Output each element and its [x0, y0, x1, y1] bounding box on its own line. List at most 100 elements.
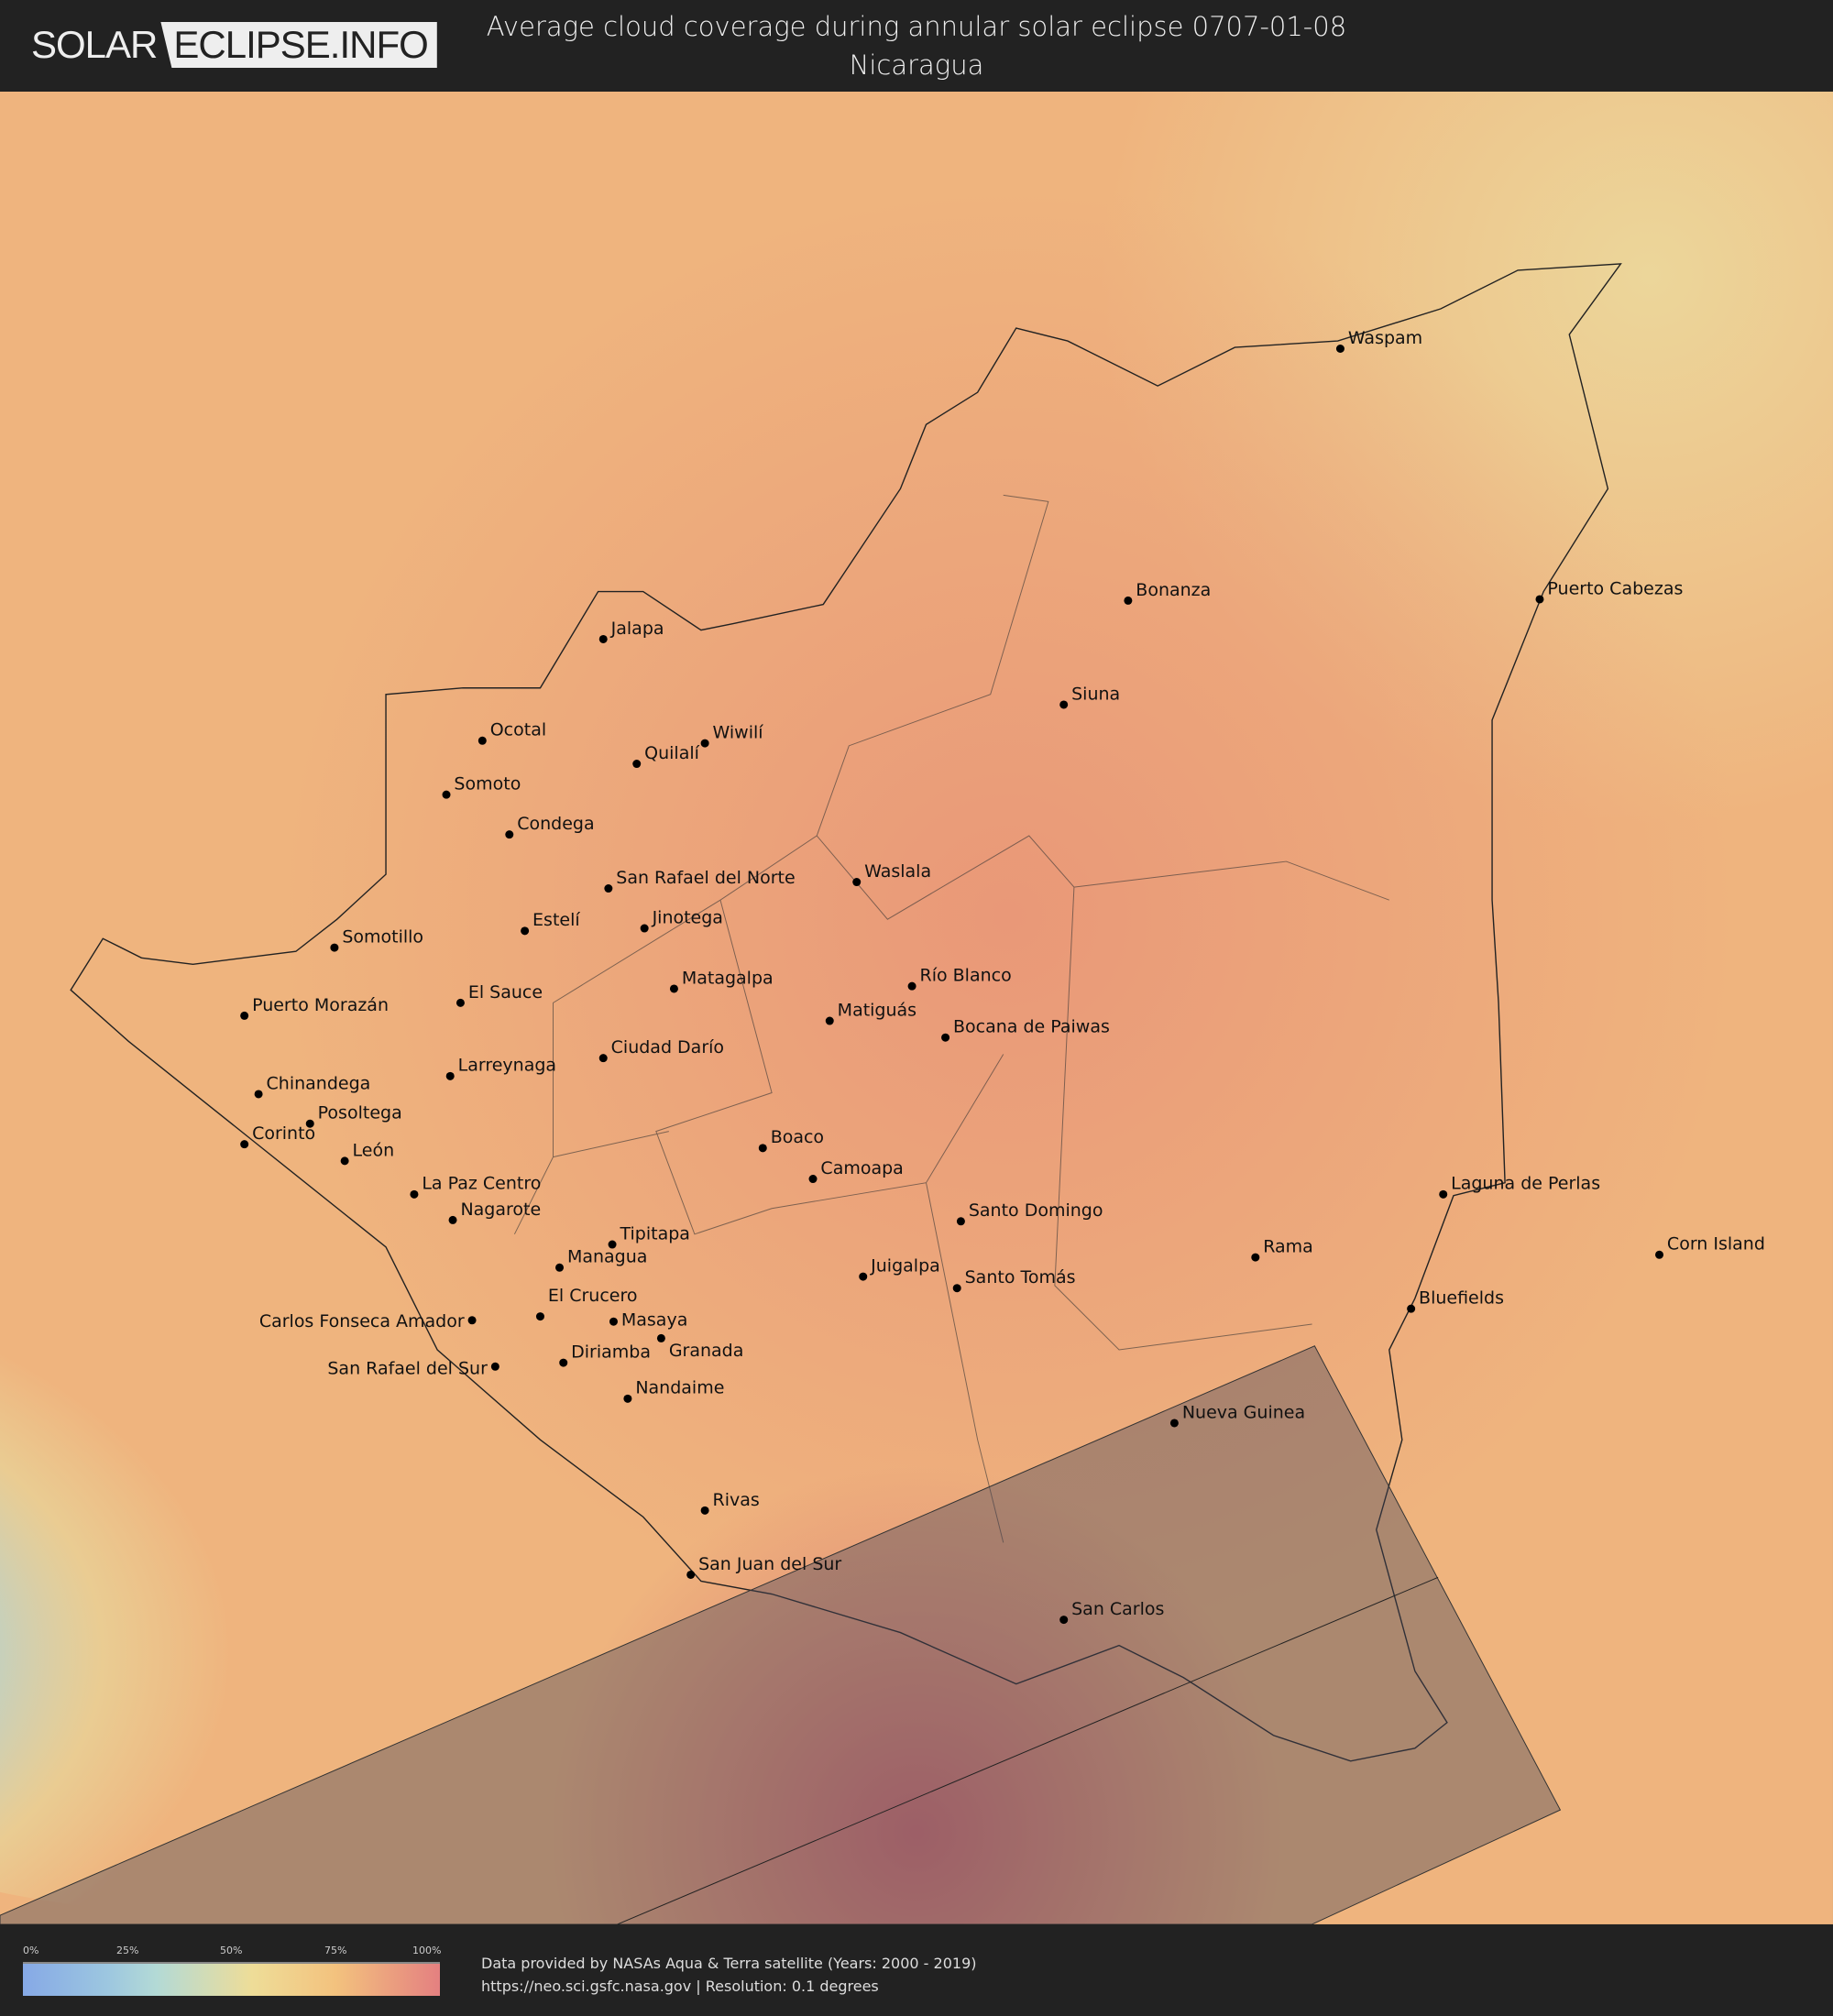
city-marker[interactable]: Masaya: [609, 1309, 687, 1330]
city-marker[interactable]: Jalapa: [598, 619, 664, 643]
city-marker[interactable]: Ocotal: [477, 720, 546, 745]
city-marker[interactable]: Condega: [505, 814, 595, 839]
city-label: Rama: [1263, 1236, 1313, 1256]
city-marker[interactable]: Camoapa: [808, 1158, 904, 1184]
color-scale-bar: [23, 1962, 440, 1996]
city-marker[interactable]: Chinandega: [254, 1073, 371, 1099]
city-dot: [1059, 1616, 1069, 1625]
city-label: Matagalpa: [682, 968, 774, 988]
city-marker[interactable]: Puerto Cabezas: [1535, 578, 1683, 604]
city-marker[interactable]: Larreynaga: [445, 1056, 556, 1080]
city-marker[interactable]: Siuna: [1059, 684, 1120, 709]
city-label: Bonanza: [1136, 580, 1211, 600]
city-dot: [330, 943, 339, 952]
city-marker[interactable]: Corinto: [240, 1123, 315, 1149]
site-logo[interactable]: SOLAR ECLIPSE.INFO: [31, 22, 437, 68]
city-marker[interactable]: Ciudad Darío: [598, 1037, 724, 1063]
city-marker[interactable]: Jinotega: [640, 907, 723, 933]
city-dot: [305, 1119, 314, 1128]
city-marker[interactable]: Managua: [555, 1247, 647, 1272]
data-source: Data provided by NASAs Aqua & Terra sate…: [481, 1952, 977, 1998]
city-marker[interactable]: San Rafael del Sur: [327, 1359, 499, 1379]
city-dot: [1169, 1419, 1179, 1428]
cloud-coverage-map: Waspam Bonanza Puerto Cabezas Jalapa Siuna Oc…: [0, 92, 1833, 1924]
city-label: Santo Tomás: [965, 1267, 1076, 1287]
city-label: Río Blanco: [920, 966, 1012, 986]
city-marker[interactable]: El Sauce: [456, 982, 543, 1007]
city-marker[interactable]: Nagarote: [448, 1200, 542, 1224]
page-title: Average cloud coverage during annular so…: [367, 7, 1466, 84]
city-label: San Carlos: [1071, 1599, 1164, 1619]
city-dot: [559, 1358, 568, 1367]
city-marker[interactable]: Waslala: [852, 861, 931, 887]
city-dot: [656, 1333, 665, 1342]
city-label: Jalapa: [610, 619, 664, 639]
city-label: San Rafael del Norte: [616, 868, 795, 888]
city-dot: [952, 1284, 961, 1293]
city-dot: [608, 1240, 617, 1249]
city-label: Boaco: [771, 1127, 824, 1147]
city-label: El Crucero: [548, 1286, 638, 1306]
city-marker[interactable]: Río Blanco: [907, 966, 1012, 991]
city-marker[interactable]: Nandaime: [623, 1378, 724, 1403]
city-marker[interactable]: Puerto Morazán: [240, 995, 389, 1020]
city-marker[interactable]: Granada: [656, 1333, 743, 1361]
city-label: Waspam: [1348, 328, 1422, 348]
city-marker[interactable]: La Paz Centro: [410, 1174, 541, 1199]
city-dot: [1059, 700, 1069, 709]
city-marker[interactable]: Matiguás: [825, 1000, 916, 1025]
city-marker[interactable]: Nueva Guinea: [1169, 1402, 1305, 1428]
city-marker[interactable]: San Carlos: [1059, 1599, 1164, 1625]
city-marker[interactable]: Posoltega: [305, 1103, 402, 1128]
city-marker[interactable]: San Rafael del Norte: [604, 868, 796, 893]
city-dot: [825, 1016, 834, 1025]
city-label: Nueva Guinea: [1182, 1402, 1305, 1422]
city-marker[interactable]: Corn Island: [1655, 1234, 1765, 1259]
country-outline: [70, 263, 1622, 1762]
city-marker[interactable]: Bocana de Paiwas: [941, 1017, 1110, 1042]
city-marker[interactable]: Laguna de Perlas: [1439, 1174, 1600, 1199]
city-dot: [535, 1312, 544, 1321]
city-dot: [941, 1033, 950, 1042]
city-dot: [623, 1394, 632, 1403]
logo-left: SOLAR: [31, 23, 158, 66]
city-label: San Rafael del Sur: [327, 1359, 488, 1379]
city-marker[interactable]: Rivas: [700, 1490, 760, 1515]
city-marker[interactable]: Matagalpa: [669, 968, 774, 993]
city-marker[interactable]: San Juan del Sur: [686, 1554, 841, 1579]
city-marker[interactable]: Santo Tomás: [952, 1267, 1076, 1293]
city-marker[interactable]: Diriamba: [559, 1342, 651, 1367]
city-dot: [758, 1144, 767, 1153]
city-dot: [490, 1362, 499, 1371]
city-dot: [956, 1217, 965, 1226]
city-label: Posoltega: [318, 1103, 402, 1123]
city-dot: [1251, 1253, 1260, 1262]
city-marker[interactable]: Tipitapa: [608, 1223, 690, 1249]
city-label: Camoapa: [820, 1158, 903, 1178]
city-label: Quilalí: [644, 743, 699, 763]
city-marker[interactable]: Somotillo: [330, 926, 423, 952]
city-marker[interactable]: Rama: [1251, 1236, 1313, 1262]
city-marker[interactable]: Bluefields: [1407, 1288, 1504, 1313]
city-marker[interactable]: Juigalpa: [859, 1255, 940, 1281]
city-label: Carlos Fonseca Amador: [259, 1311, 465, 1331]
city-label: Corinto: [252, 1123, 315, 1144]
city-dot: [640, 924, 649, 933]
city-label: Jinotega: [652, 907, 723, 927]
city-marker[interactable]: El Crucero: [535, 1286, 638, 1321]
city-marker[interactable]: Waspam: [1335, 328, 1422, 353]
title-line-1: Average cloud coverage during annular so…: [486, 11, 1347, 42]
city-marker[interactable]: Wiwilí: [700, 722, 764, 748]
city-marker[interactable]: Somoto: [442, 774, 521, 799]
city-dot: [505, 830, 514, 839]
city-label: Condega: [517, 814, 594, 834]
city-label: Matiguás: [838, 1000, 916, 1020]
city-marker[interactable]: León: [340, 1140, 395, 1166]
city-marker[interactable]: Estelí: [521, 910, 580, 936]
city-marker[interactable]: Carlos Fonseca Amador: [259, 1311, 477, 1331]
city-marker[interactable]: Santo Domingo: [956, 1200, 1103, 1226]
city-marker[interactable]: Quilalí: [632, 743, 700, 769]
city-marker[interactable]: Boaco: [758, 1127, 824, 1153]
city-marker[interactable]: Bonanza: [1124, 580, 1211, 605]
city-dot: [808, 1175, 818, 1184]
